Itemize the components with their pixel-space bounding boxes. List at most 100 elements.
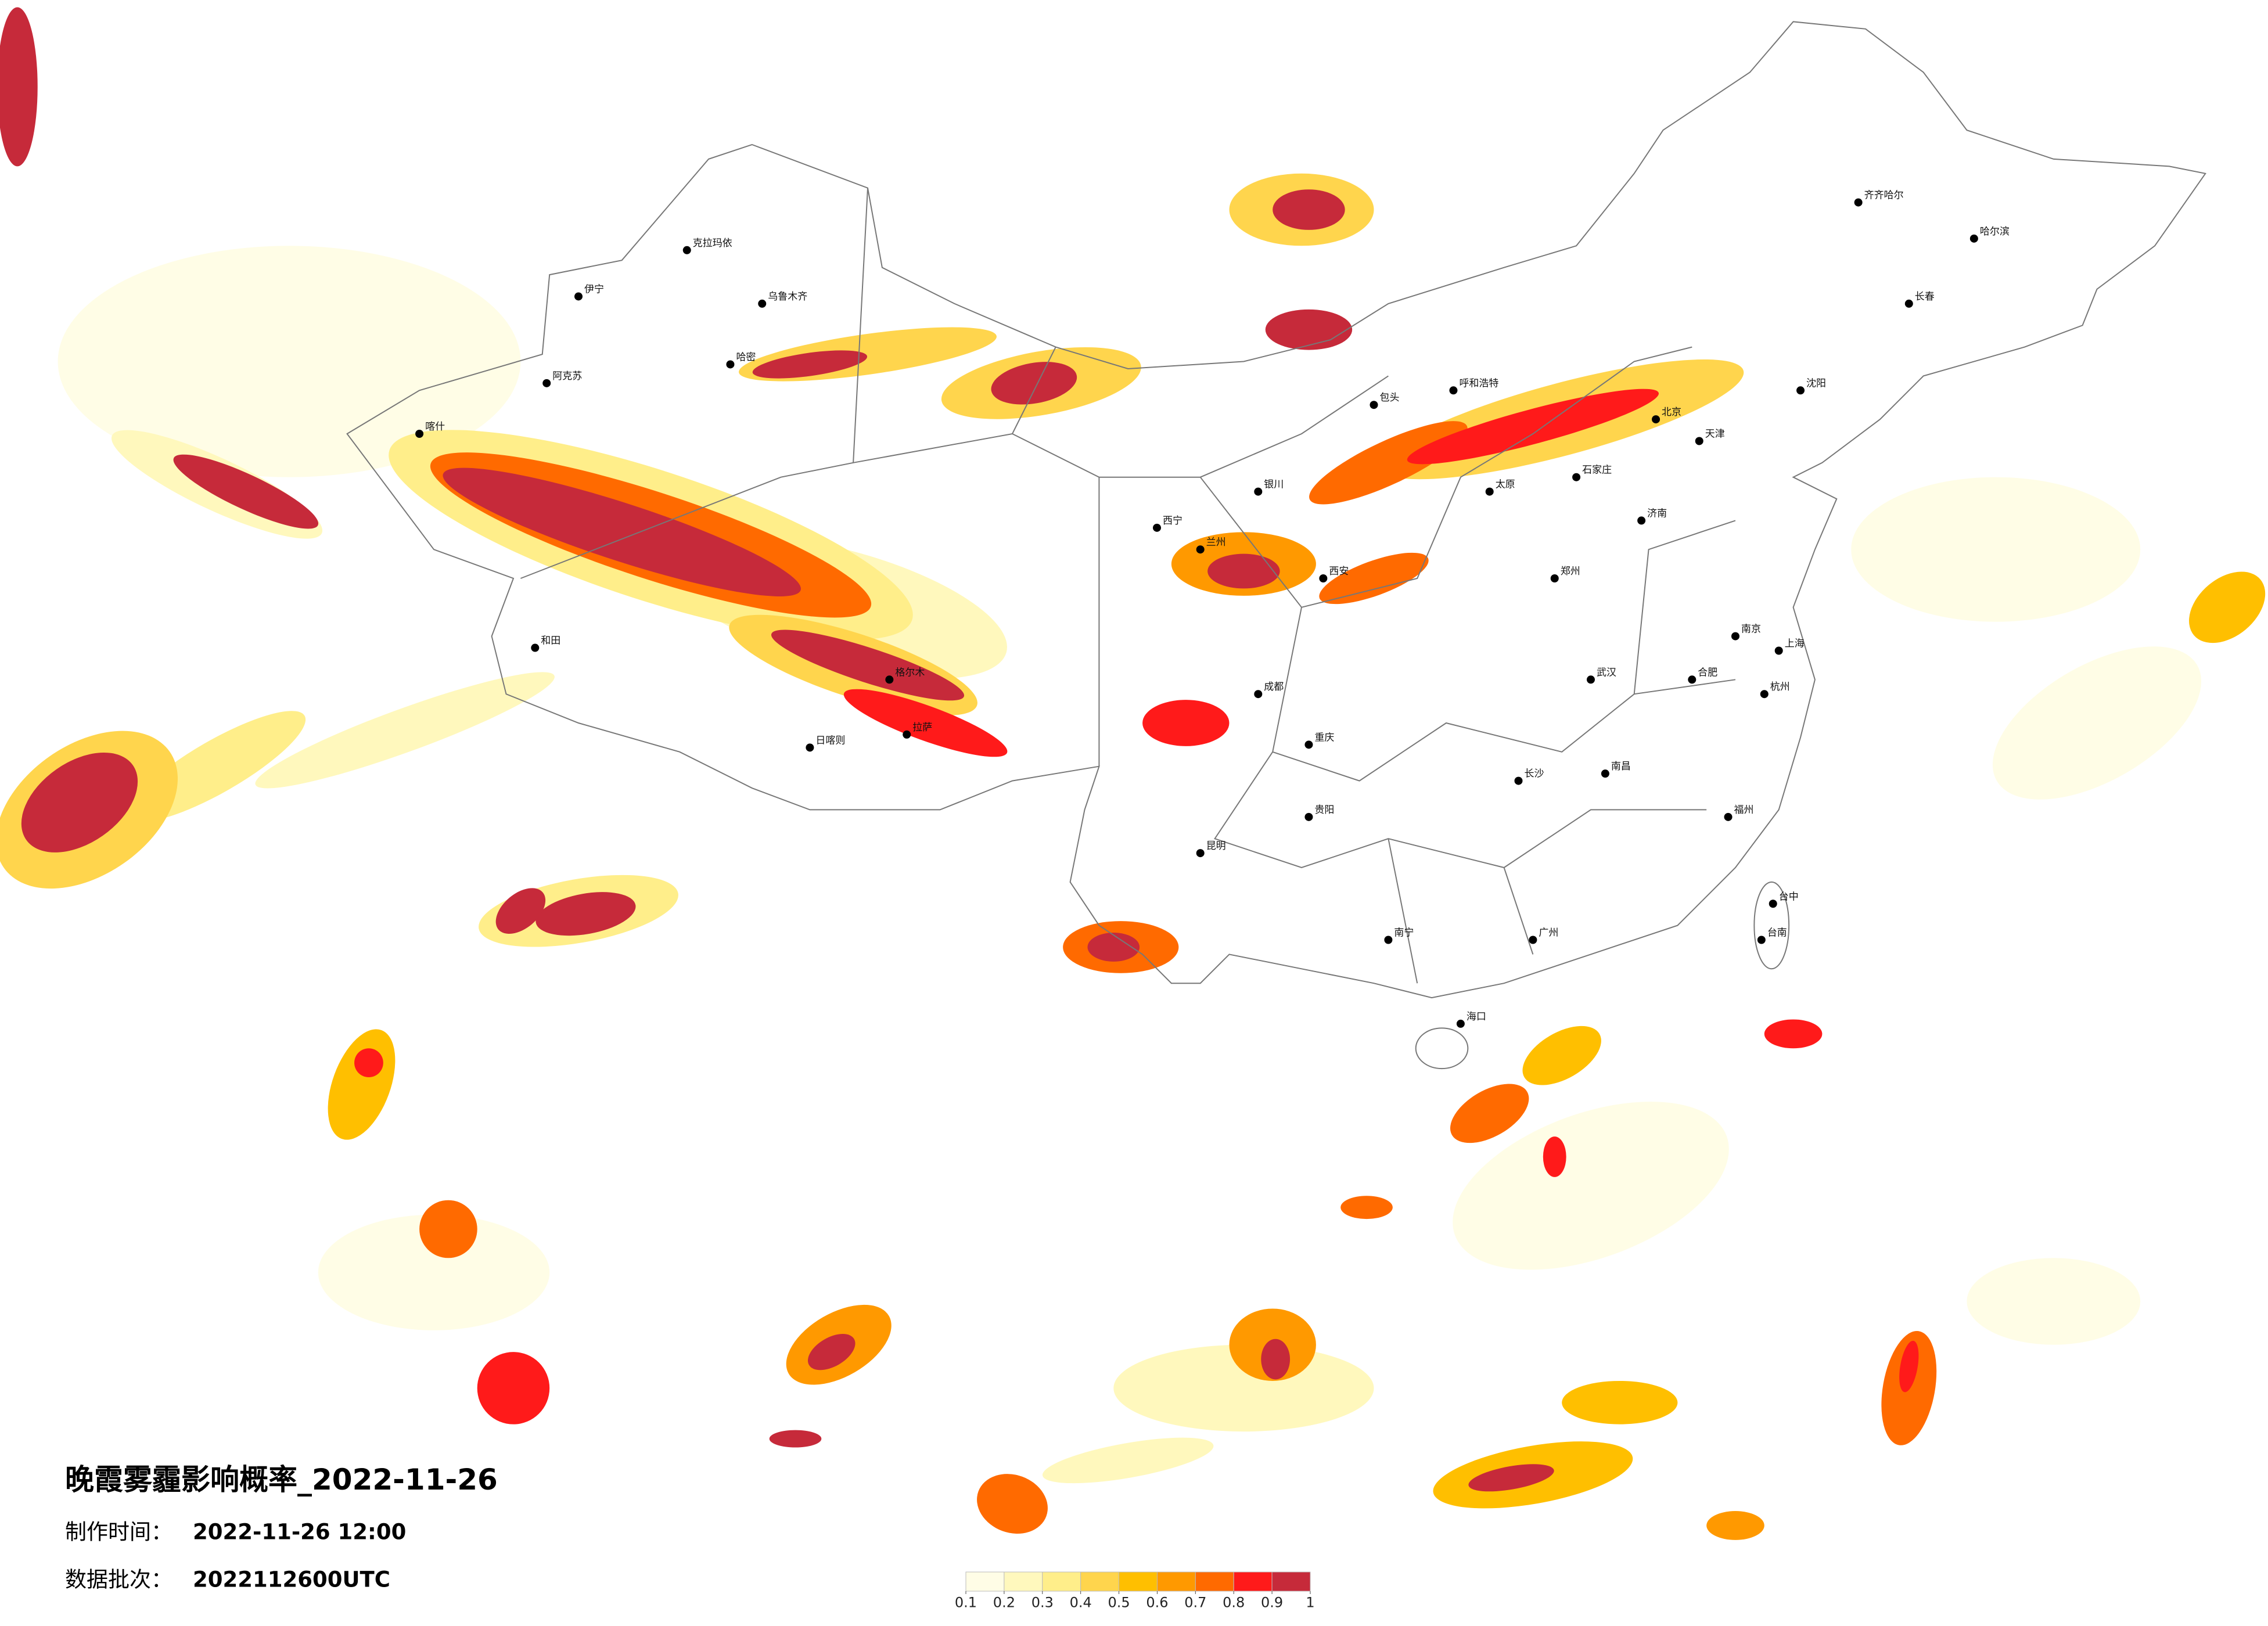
city-dot (1550, 574, 1559, 582)
heat-area (2189, 571, 2266, 643)
heat-area (843, 689, 1008, 757)
heat-area (57, 246, 521, 477)
city-dot (885, 675, 894, 684)
heat-area (991, 362, 1077, 405)
heat-area (771, 629, 965, 701)
heat-layer (0, 7, 2266, 1540)
legend-swatch (965, 1571, 1005, 1592)
batch: 2022112600UTC (193, 1567, 390, 1592)
city-label: 太原 (1496, 479, 1515, 491)
city-dot (1757, 936, 1766, 944)
city-label: 银川 (1264, 479, 1284, 491)
city-dot (1796, 386, 1805, 395)
city-label: 兰州 (1206, 537, 1226, 548)
china-outline (346, 21, 2206, 1070)
city-dot (1304, 740, 1313, 749)
legend-tick-label: 0.7 (1184, 1595, 1206, 1611)
heat-area (328, 1029, 396, 1140)
city-dot (1449, 386, 1458, 395)
heat-area (1967, 1258, 2141, 1345)
legend-swatch (1004, 1571, 1043, 1592)
legend-tick-label: 0.5 (1108, 1595, 1130, 1611)
batch-label: 数据批次： (65, 1567, 172, 1592)
legend-swatch (1233, 1571, 1273, 1592)
heat-area (1992, 646, 2202, 800)
city-label: 台南 (1767, 927, 1787, 939)
heat-area (1543, 1136, 1566, 1177)
heat-area (752, 350, 868, 379)
heat-area (1142, 700, 1230, 746)
city-label: 沈阳 (1806, 377, 1826, 389)
city-dot (1304, 812, 1313, 821)
city-label: 和田 (541, 635, 560, 647)
city-label: 日喀则 (815, 735, 845, 746)
city-dot (1637, 516, 1646, 525)
city-label: 天津 (1705, 428, 1725, 440)
city-label: 哈尔滨 (1980, 226, 2010, 238)
heat-area (1340, 1196, 1393, 1220)
legend-swatch (1271, 1571, 1311, 1592)
heat-area (21, 752, 138, 852)
city-dot (542, 379, 551, 387)
city-label: 成都 (1264, 681, 1284, 693)
heat-area (1087, 933, 1140, 962)
city-dot (1572, 473, 1581, 481)
legend-tick-label: 0.3 (1031, 1595, 1054, 1611)
city-label: 福州 (1734, 804, 1754, 816)
legend-tick-label: 0.9 (1261, 1595, 1283, 1611)
city-label: 哈密 (736, 351, 756, 363)
heat-area (1042, 1437, 1214, 1484)
heat-area (443, 467, 801, 596)
city-dot (1456, 1019, 1465, 1028)
map-title: 晚霞雾霾影响概率_2022-11-26 (65, 1463, 498, 1497)
heat-area (1468, 1464, 1554, 1492)
legend-swatch (1042, 1571, 1081, 1592)
city-dot (531, 643, 540, 652)
city-dot (415, 430, 424, 438)
city-dot (1254, 690, 1263, 699)
heat-area (1113, 1344, 1374, 1432)
heat-area (1522, 1026, 1601, 1085)
city-label: 台中 (1779, 891, 1799, 902)
city-dot (1731, 632, 1739, 641)
hainan (1415, 1027, 1469, 1070)
city-label: 重庆 (1314, 732, 1334, 743)
heat-area (1899, 1340, 1919, 1393)
city-label: 贵阳 (1314, 804, 1334, 816)
city-dot (1688, 675, 1696, 684)
city-label: 阿克苏 (552, 370, 582, 382)
city-dot (903, 730, 911, 739)
heat-area (0, 7, 38, 167)
heat-area (1265, 309, 1353, 350)
legend-swatch (1080, 1571, 1120, 1592)
heat-area (1453, 1102, 1729, 1270)
city-dot (682, 246, 691, 254)
city-label: 合肥 (1698, 667, 1717, 678)
heat-area (318, 1214, 550, 1330)
city-dot (1774, 646, 1783, 655)
color-legend: 0.1 0.2 0.3 0.4 0.5 0.6 0.7 0.8 0.9 1 (955, 1571, 1315, 1611)
city-dot (1254, 487, 1263, 496)
city-label: 拉萨 (912, 722, 932, 733)
heat-area (354, 1048, 383, 1078)
city-dot (1601, 769, 1609, 778)
city-label: 长春 (1915, 291, 1935, 303)
heat-area (769, 1430, 822, 1448)
legend-tick-label: 0.1 (955, 1595, 977, 1611)
city-label: 西安 (1329, 566, 1349, 577)
legend-tick-label: 1 (1306, 1595, 1314, 1611)
legend-swatch (1195, 1571, 1234, 1592)
legend-tick-label: 0.2 (993, 1595, 1015, 1611)
city-dot (726, 360, 735, 369)
city-dot (1760, 690, 1769, 699)
city-label: 济南 (1647, 508, 1667, 519)
city-dot (1196, 849, 1205, 858)
city-dot (1196, 545, 1205, 554)
taiwan (1753, 881, 1790, 970)
city-dot (1485, 487, 1494, 496)
city-dot (1587, 675, 1595, 684)
city-label: 石家庄 (1582, 465, 1612, 476)
heat-area (1261, 1339, 1291, 1380)
